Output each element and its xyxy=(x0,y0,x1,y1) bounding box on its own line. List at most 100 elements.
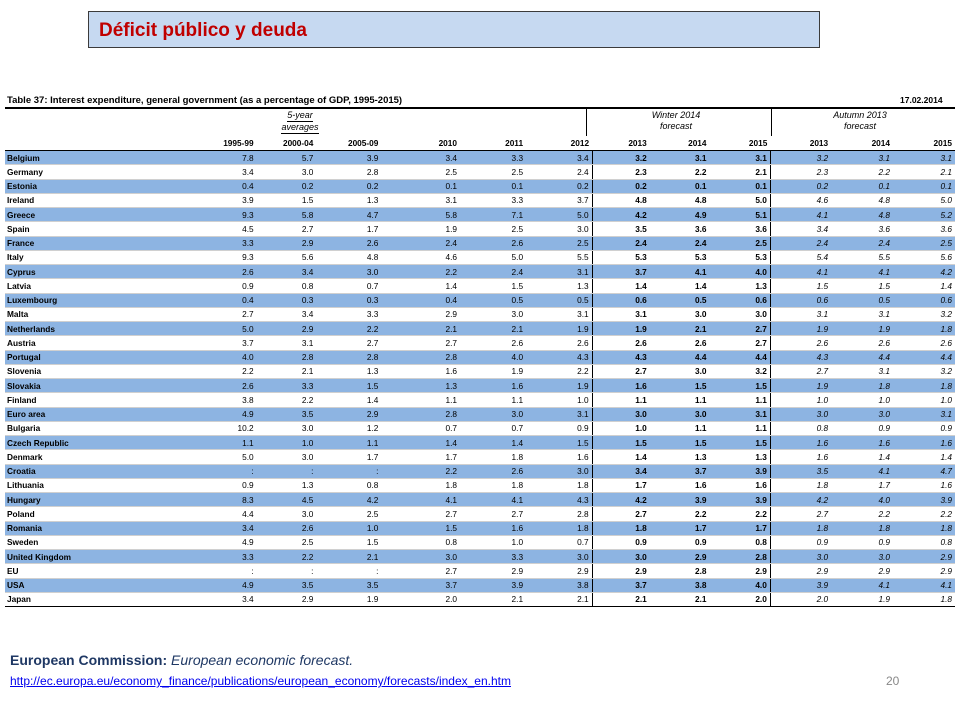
table-cell: 2.0 xyxy=(393,592,461,608)
table-cell: 3.1 xyxy=(526,264,593,280)
table-cell: 4.1 xyxy=(770,264,832,280)
source-link[interactable]: http://ec.europa.eu/economy_finance/publ… xyxy=(10,674,511,688)
table-cell: 0.9 xyxy=(210,478,257,494)
row-spacer-cell xyxy=(381,535,394,551)
table-cell: 0.7 xyxy=(393,421,461,437)
table-cell: 4.7 xyxy=(893,464,955,479)
table-row: Slovenia 2.2 2.1 1.3 1.6 1.9 2.2 2.7 3.0 3.2 2.7 3.… xyxy=(5,364,955,380)
table-cell: 0.3 xyxy=(316,293,382,308)
table-cell: 0.7 xyxy=(460,421,527,437)
table-cell: 0.6 xyxy=(709,293,771,308)
row-spacer-cell xyxy=(381,179,394,194)
table-cell: 1.9 xyxy=(460,364,527,380)
table-cell: 4.4 xyxy=(831,350,894,365)
table-cell: 4.0 xyxy=(460,350,527,365)
table-cell: 2.8 xyxy=(649,563,710,579)
table-cell: 1.3 xyxy=(709,278,771,294)
table-cell: 0.8 xyxy=(770,421,832,437)
table-cell: 1.4 xyxy=(592,449,650,465)
table-cell: 1.5 xyxy=(592,435,650,451)
table-cell: 1.8 xyxy=(526,478,593,494)
table-row: Lithuania 0.9 1.3 0.8 1.8 1.8 1.8 1.7 1.6 1.6 1.8 1… xyxy=(5,478,955,494)
table-cell: 5.0 xyxy=(893,193,955,209)
table-cell: 2.2 xyxy=(649,506,710,522)
table-top-rule xyxy=(5,107,955,109)
table-cell: 4.5 xyxy=(256,492,317,508)
group-header-averages: 5-year averages xyxy=(235,110,365,134)
table-cell: 1.8 xyxy=(770,478,832,494)
table-row: Ireland 3.9 1.5 1.3 3.1 3.3 3.7 4.8 4.8 5.0 4.6 4.8… xyxy=(5,193,955,209)
header-col-9: 2015 xyxy=(709,136,771,151)
table-cell: 7.8 xyxy=(210,150,257,166)
table-cell: 3.5 xyxy=(256,578,317,593)
table-cell: 3.4 xyxy=(256,264,317,280)
table-cell: 3.0 xyxy=(256,449,317,465)
table-cell: 1.4 xyxy=(893,449,955,465)
row-country-name: Luxembourg xyxy=(5,293,211,308)
table-cell: 1.6 xyxy=(393,364,461,380)
row-country-name: Latvia xyxy=(5,278,211,294)
table-cell: 4.8 xyxy=(649,193,710,209)
table-cell: 0.2 xyxy=(770,179,832,194)
table-cell: 1.6 xyxy=(649,478,710,494)
row-country-name: Netherlands xyxy=(5,321,211,337)
table-cell: 4.1 xyxy=(460,492,527,508)
table-cell: 1.0 xyxy=(770,392,832,408)
table-cell: 4.1 xyxy=(649,264,710,280)
table-cell: 1.9 xyxy=(526,321,593,337)
table-cell: 2.2 xyxy=(256,392,317,408)
row-country-name: Germany xyxy=(5,164,211,180)
table-cell: 0.6 xyxy=(592,293,650,308)
row-spacer-cell xyxy=(381,221,394,237)
table-cell: 2.5 xyxy=(316,506,382,522)
table-cell: 2.2 xyxy=(210,364,257,380)
table-cell: 2.5 xyxy=(460,164,527,180)
table-cell: 2.9 xyxy=(831,563,894,579)
row-country-name: France xyxy=(5,236,211,251)
table-cell: 3.3 xyxy=(460,549,527,565)
table-cell: 1.4 xyxy=(831,449,894,465)
table-row: Greece 9.3 5.8 4.7 5.8 7.1 5.0 4.2 4.9 5.1 4.1 4.8 5… xyxy=(5,207,955,223)
table-row: Italy 9.3 5.6 4.8 4.6 5.0 5.5 5.3 5.3 5.3 5.4 5.5 5.… xyxy=(5,250,955,266)
table-cell: 3.0 xyxy=(649,406,710,422)
row-spacer-cell xyxy=(381,592,394,608)
row-country-name: Cyprus xyxy=(5,264,211,280)
table-cell: 3.0 xyxy=(526,221,593,237)
table-cell: 2.6 xyxy=(649,335,710,351)
table-cell: 2.6 xyxy=(210,264,257,280)
table-cell: 4.2 xyxy=(592,492,650,508)
table-cell: 3.0 xyxy=(649,364,710,380)
table-cell: 4.3 xyxy=(526,492,593,508)
table-cell: 0.8 xyxy=(256,278,317,294)
table-cell: 2.8 xyxy=(393,350,461,365)
table-cell: 2.1 xyxy=(649,592,710,608)
table-cell: 3.3 xyxy=(256,378,317,394)
table-cell: 1.8 xyxy=(393,478,461,494)
table-cell: 2.9 xyxy=(316,406,382,422)
table-cell: 2.1 xyxy=(649,321,710,337)
table-cell: 1.5 xyxy=(393,521,461,536)
table-cell: 1.8 xyxy=(526,521,593,536)
table-cell: : xyxy=(210,464,257,479)
table-cell: : xyxy=(316,563,382,579)
table-cell: 1.1 xyxy=(393,392,461,408)
table-row: Denmark 5.0 3.0 1.7 1.7 1.8 1.6 1.4 1.3 1.3 1.6 1.4… xyxy=(5,449,955,465)
table-cell: 3.3 xyxy=(460,193,527,209)
table-cell: 1.9 xyxy=(831,321,894,337)
row-spacer-cell xyxy=(381,421,394,437)
table-cell: 2.7 xyxy=(393,563,461,579)
row-country-name: Slovenia xyxy=(5,364,211,380)
table-cell: 2.2 xyxy=(831,506,894,522)
table-cell: 0.9 xyxy=(526,421,593,437)
row-country-name: United Kingdom xyxy=(5,549,211,565)
table-cell: 0.2 xyxy=(316,179,382,194)
row-country-name: Sweden xyxy=(5,535,211,551)
row-spacer-cell xyxy=(381,150,394,166)
row-spacer-cell xyxy=(381,350,394,365)
table-cell: 3.0 xyxy=(526,464,593,479)
table-cell: 1.4 xyxy=(460,435,527,451)
table-cell: 0.1 xyxy=(460,179,527,194)
table-cell: 5.0 xyxy=(460,250,527,266)
table-cell: 2.6 xyxy=(893,335,955,351)
table-cell: 2.1 xyxy=(592,592,650,608)
